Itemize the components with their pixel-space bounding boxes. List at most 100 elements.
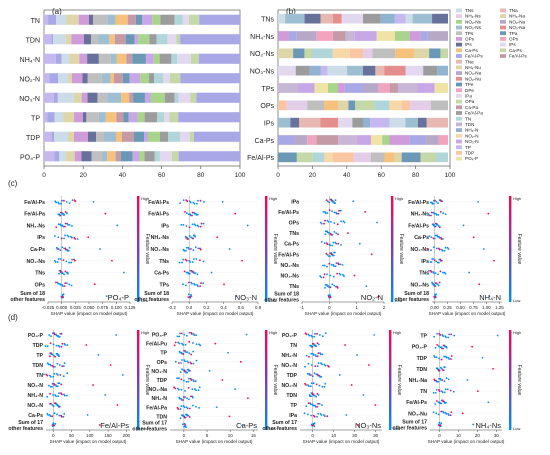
shap-dot — [85, 344, 88, 346]
shap-dot — [53, 424, 56, 427]
bar-segment — [61, 53, 70, 64]
shap-dot — [432, 237, 435, 240]
x-tick-label: 0.00 — [430, 305, 439, 310]
bar-segment — [417, 117, 427, 128]
feature-label: NO₃-Ns — [26, 259, 45, 265]
x-tick-label: 0.125 — [125, 305, 137, 310]
shap-dot — [305, 384, 307, 386]
shap-dot — [182, 223, 185, 226]
plot-target-label: Fe/Al-Ps — [100, 421, 129, 430]
shap-dot — [68, 249, 70, 252]
shap-dot — [179, 417, 182, 420]
bar-segment — [405, 13, 413, 24]
shap-dot — [305, 405, 308, 408]
shap-dot — [184, 360, 186, 363]
bar-segment — [194, 131, 240, 142]
shap-dot — [323, 363, 326, 366]
feature-label: other features — [132, 426, 167, 432]
legend-label: NH₄-N — [465, 128, 478, 133]
shap-dot — [442, 400, 445, 403]
shap-dot — [185, 199, 188, 201]
bar-segment — [324, 152, 333, 163]
shap-dot — [181, 368, 183, 371]
bar-segment — [370, 152, 385, 163]
shap-dot — [192, 362, 195, 365]
shap-dot — [314, 332, 316, 335]
bar-segment — [140, 73, 149, 84]
shap-dot — [482, 248, 485, 250]
shap-dot — [182, 199, 185, 201]
shap-dot — [436, 261, 439, 264]
bar-segment — [156, 34, 168, 45]
shap-dot — [305, 354, 308, 357]
shap-dot — [438, 390, 441, 393]
shap-dot — [323, 273, 326, 276]
bar-segment — [180, 73, 240, 84]
shap-dot — [190, 248, 192, 250]
shap-dot — [332, 241, 335, 244]
shap-dot — [180, 332, 183, 335]
shap-dot — [188, 352, 191, 355]
shap-dot — [180, 388, 183, 391]
colorbar-title: Feature value — [516, 234, 522, 265]
shap-dot — [65, 212, 68, 214]
x-tick-label: 100 — [235, 172, 246, 179]
shap-dot — [186, 414, 189, 417]
shap-dot — [59, 374, 62, 376]
shap-dot — [192, 342, 194, 344]
shap-dot — [439, 210, 442, 213]
shap-dot — [180, 399, 183, 401]
bar-segment — [389, 100, 402, 111]
bar-segment — [167, 34, 177, 45]
shap-dot — [52, 394, 54, 396]
bar-segment — [376, 31, 395, 41]
shap-dot — [180, 405, 183, 407]
shap-dot — [330, 234, 333, 236]
shap-dot — [324, 212, 327, 215]
shap-dot — [341, 264, 344, 266]
legend-label: NH₄-Na — [509, 14, 525, 19]
bar-segment — [87, 53, 99, 64]
shap-dot — [176, 335, 179, 338]
shap-dot — [316, 415, 318, 418]
shap-dot — [434, 392, 437, 394]
legend-swatch — [500, 25, 506, 30]
bar-segment — [44, 112, 48, 123]
bar-segment — [144, 151, 155, 162]
legend-label: IPs — [509, 42, 516, 47]
shap-dot — [376, 221, 378, 224]
shap-dot — [62, 259, 65, 262]
colorbar — [137, 330, 140, 430]
colorbar-high-label: High — [513, 330, 521, 335]
feature-label: Sum of 17 — [402, 419, 427, 425]
shap-dot — [42, 373, 45, 376]
bar-segment — [137, 112, 145, 123]
colorbar — [509, 196, 512, 302]
shap-dot — [188, 226, 191, 229]
shap-dot — [185, 380, 188, 383]
shap-dot — [440, 367, 443, 370]
x-tick-label: 0.050 — [84, 305, 96, 310]
feature-label: PO₄-P — [412, 345, 428, 351]
bar-segment — [312, 48, 333, 59]
shap-dot — [246, 397, 249, 400]
shap-dot — [198, 343, 201, 346]
shap-dot — [195, 405, 197, 408]
shap-dot — [443, 249, 446, 252]
shap-dot — [315, 395, 317, 398]
shap-dot — [431, 202, 434, 205]
feature-label: NH₄-N — [282, 353, 298, 359]
shap-dot — [350, 384, 353, 386]
shap-dot — [47, 384, 50, 387]
legend-label: Fe/Al-Pa — [465, 111, 483, 116]
x-axis-label: SHAP value (impact on model output) — [177, 311, 254, 316]
bar-segment — [405, 117, 418, 128]
legend-swatch — [456, 65, 462, 70]
shap-dot — [328, 262, 331, 265]
bar-segment — [188, 14, 200, 25]
shap-dot — [185, 334, 188, 337]
shap-dot — [325, 252, 328, 255]
bar-segment — [81, 151, 92, 162]
shap-dot — [195, 343, 198, 346]
shap-dot — [227, 351, 229, 354]
